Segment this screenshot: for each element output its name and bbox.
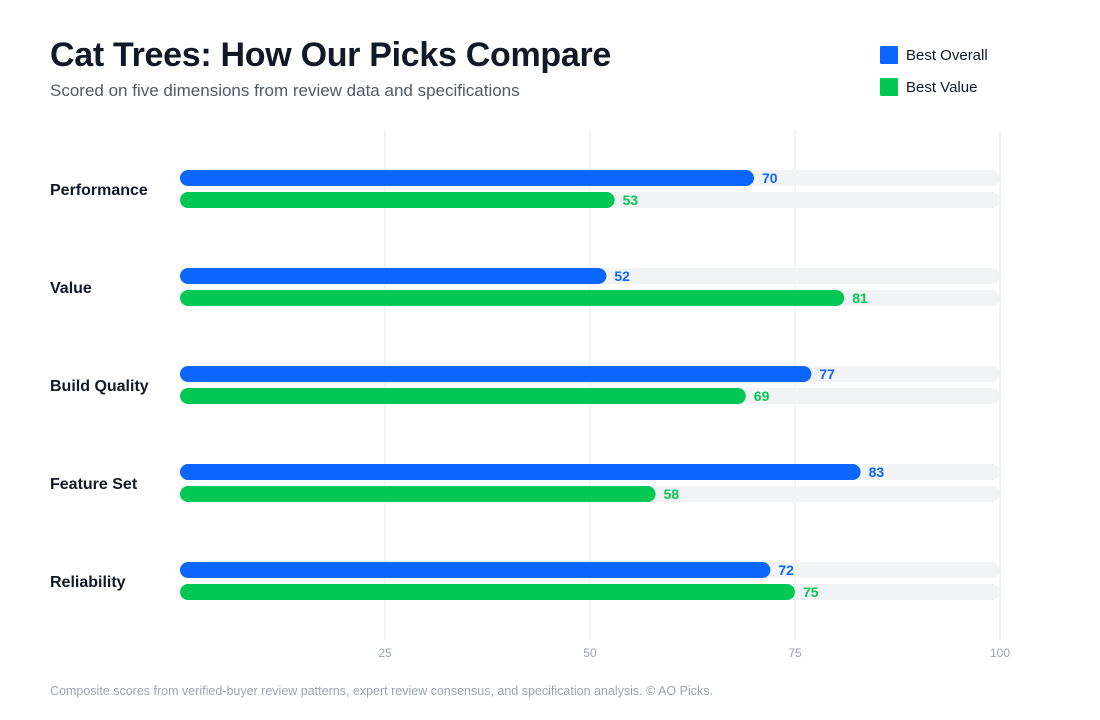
- data-label: 58: [664, 486, 680, 502]
- category-label: Feature Set: [50, 476, 138, 493]
- chart-title: Cat Trees: How Our Picks Compare: [50, 36, 612, 74]
- data-label: 69: [754, 388, 770, 404]
- data-label: 77: [819, 366, 835, 382]
- footnote: Composite scores from verified-buyer rev…: [50, 684, 713, 698]
- chart-subtitle: Scored on five dimensions from review da…: [50, 81, 520, 100]
- data-label: 75: [803, 584, 819, 600]
- bar-best-overall: [180, 464, 861, 480]
- legend-item-best-overall: Best Overall: [880, 45, 988, 65]
- bar-best-value: [180, 388, 746, 404]
- data-label: 52: [614, 268, 630, 284]
- bar-best-value: [180, 192, 615, 208]
- data-label: 70: [762, 170, 778, 186]
- x-tick-label: 50: [583, 646, 597, 660]
- data-label: 72: [778, 562, 794, 578]
- data-label: 81: [852, 290, 868, 306]
- legend-label-best-value: Best Value: [906, 78, 978, 96]
- category-label: Build Quality: [50, 378, 149, 395]
- legend-label-best-overall: Best Overall: [906, 46, 988, 64]
- legend-item-best-value: Best Value: [880, 77, 988, 97]
- x-tick-label: 100: [990, 646, 1010, 660]
- chart-legend: Best Overall Best Value: [880, 45, 988, 109]
- category-label: Reliability: [50, 574, 126, 591]
- category-label: Value: [50, 280, 92, 297]
- category-label: Performance: [50, 182, 148, 199]
- legend-swatch-best-overall: [880, 46, 898, 64]
- bar-best-overall: [180, 268, 607, 284]
- bar-best-overall: [180, 170, 754, 186]
- x-tick-label: 25: [378, 646, 392, 660]
- x-tick-label: 75: [788, 646, 802, 660]
- data-label: 83: [869, 464, 885, 480]
- bar-best-overall: [180, 562, 771, 578]
- bar-best-overall: [180, 366, 812, 382]
- bar-best-value: [180, 486, 656, 502]
- bar-best-value: [180, 584, 795, 600]
- legend-swatch-best-value: [880, 78, 898, 96]
- bar-best-value: [180, 290, 845, 306]
- data-label: 53: [623, 192, 639, 208]
